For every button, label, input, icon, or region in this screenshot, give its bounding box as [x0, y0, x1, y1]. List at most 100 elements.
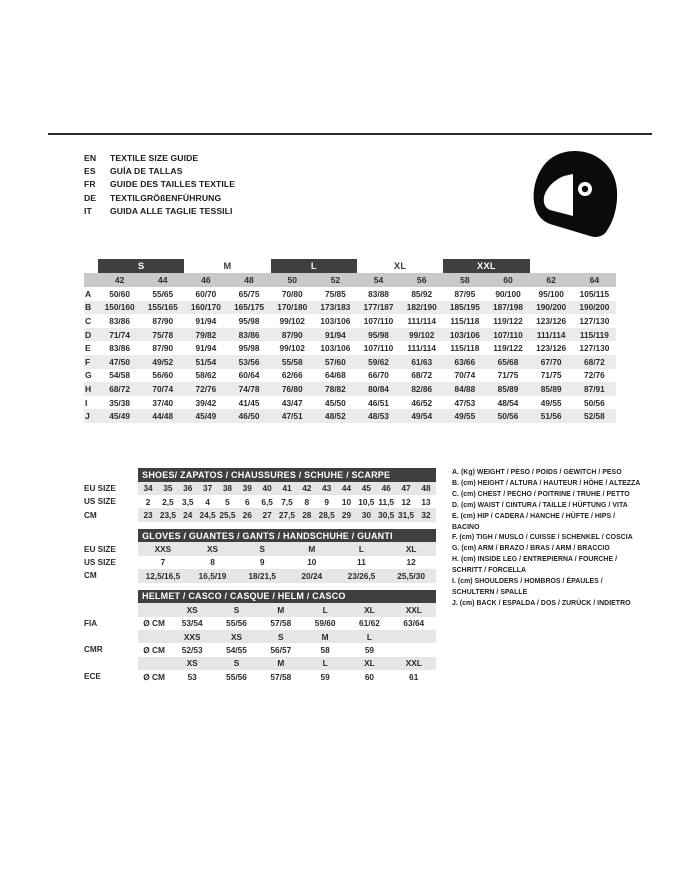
- numeric-size-58: 58: [443, 273, 487, 287]
- gloves-title-spacer: [84, 528, 139, 543]
- measure-cell: 74/78: [227, 382, 271, 396]
- gloves-cell: 25,5/30: [386, 569, 436, 583]
- shoes-cell: 32: [415, 508, 436, 522]
- size-band-row: S M L XL XXL: [84, 259, 616, 273]
- gloves-cell: 9: [237, 555, 287, 570]
- measure-cell: 187/198: [486, 300, 530, 315]
- shoes-cell: 11,5: [376, 494, 397, 509]
- measure-cell: 91/94: [195, 315, 217, 326]
- shoes-cell: 46: [376, 481, 397, 495]
- measure-cell: 48/53: [356, 409, 401, 423]
- measure-row-label-I: I: [85, 397, 88, 408]
- shoes-cell: 41: [277, 481, 297, 495]
- helmet-size-header-spacer: [84, 656, 139, 671]
- measure-row-label-E: E: [85, 343, 91, 354]
- measure-cell: 160/170: [184, 300, 228, 315]
- measure-cell: 95/98: [238, 315, 260, 326]
- gloves-cell: S: [237, 542, 287, 556]
- helmet-value-cell: 54/55: [214, 643, 259, 657]
- shoes-cell: 29: [336, 508, 357, 522]
- gloves-table: GLOVES / GUANTES / GANTS / HANDSCHUHE / …: [84, 528, 436, 583]
- helmet-value-cell: 61/62: [347, 616, 392, 630]
- measure-cell: 185/195: [443, 300, 487, 315]
- measure-row-label-C: C: [85, 315, 92, 326]
- helmet-value-cell: 59: [302, 670, 348, 684]
- measure-cell: 91/94: [313, 327, 357, 342]
- measure-cell: 107/110: [486, 327, 530, 342]
- helmet-title-row: HELMET / CASCO / CASQUE / HELM / CASCO: [84, 589, 436, 604]
- language-row: ES GUÍA DE TALLAS: [84, 165, 414, 178]
- measure-cell: 72/76: [184, 382, 228, 396]
- shoes-cell: 9: [316, 494, 337, 509]
- shoes-cell: 6,5: [257, 494, 278, 509]
- measure-cell: 150/160: [98, 300, 142, 315]
- shoes-cell: 8: [296, 494, 317, 509]
- shoes-cell: 40: [257, 481, 278, 495]
- shoes-cell: 25,5: [217, 508, 238, 522]
- measure-cell: 83/86: [109, 315, 130, 326]
- measure-cell: 71/75: [497, 370, 519, 381]
- measurement-legend: A. (Kg) WEIGHT / PESO / POIDS / GEWITCH …: [452, 468, 642, 610]
- helmet-size-header-cell: M: [258, 603, 303, 617]
- table-row: F 47/50 49/52 51/54 53/56 55/58 57/60 59/62 61/6…: [84, 354, 616, 369]
- shoes-cell: 42: [296, 481, 317, 495]
- measure-cell: 177/187: [356, 300, 401, 315]
- measure-cell: 70/74: [454, 370, 476, 381]
- measure-cell: 70/80: [281, 288, 303, 299]
- measure-cell: 58/62: [195, 370, 217, 381]
- measure-row-label-J: J: [84, 409, 99, 423]
- helmet-size-header-cell: XXL: [391, 656, 436, 671]
- measure-cell: 46/51: [368, 397, 389, 408]
- title-language-block: EN TEXTILE SIZE GUIDE ES GUÍA DE TALLAS …: [84, 152, 414, 218]
- legend-item: B. (cm) HEIGHT / ALTURA / HAUTEUR / HÖHE…: [452, 479, 641, 487]
- measure-cell: 155/165: [141, 300, 185, 315]
- numeric-size-48: 48: [227, 273, 271, 287]
- numeric-size-64: 64: [572, 273, 616, 287]
- gloves-cell: 7: [138, 555, 188, 570]
- measure-cell: 70/74: [141, 382, 185, 396]
- measure-cell: 48/54: [497, 397, 519, 408]
- measure-cell: 190/200: [529, 300, 573, 315]
- measure-cell: 119/122: [493, 315, 523, 326]
- shoes-cell: 45: [356, 481, 377, 495]
- measure-cell: 49/55: [540, 397, 562, 408]
- shoes-cell: 5: [217, 494, 238, 509]
- measure-cell: 66/70: [368, 370, 389, 381]
- shoes-cell: 30: [356, 508, 377, 522]
- measure-cell: 182/190: [400, 300, 444, 315]
- helmet-size-header-cell: L: [302, 603, 348, 617]
- measure-cell: 64/68: [325, 370, 346, 381]
- helmet-size-header-cell: S: [214, 656, 259, 671]
- measure-cell: 99/102: [279, 315, 305, 326]
- helmet-value-cell: 53/54: [170, 616, 215, 630]
- language-code: IT: [84, 205, 92, 216]
- legend-item: A. (Kg) WEIGHT / PESO / POIDS / GEWITCH …: [452, 469, 622, 476]
- helmet-size-header-cell: XS: [170, 603, 215, 617]
- numeric-size-header-row: 42 44 46 48 50 52 54 56 58 60 62 64: [84, 273, 616, 287]
- measure-cell: 50/60: [109, 288, 130, 299]
- language-code: FR: [84, 179, 96, 190]
- helmet-unit-label: Ø CM: [138, 643, 171, 657]
- helmet-standard-label-cmr: CMR: [84, 643, 139, 657]
- measure-cell: 87/90: [270, 327, 314, 342]
- size-band-empty: [84, 259, 98, 273]
- measure-cell: 115/118: [450, 343, 480, 354]
- measure-cell: 95/100: [538, 288, 564, 299]
- measure-cell: 71/75: [540, 370, 562, 381]
- numeric-size-44: 44: [141, 273, 185, 287]
- gloves-cell: 10: [286, 555, 337, 570]
- measure-cell: 95/98: [356, 327, 401, 342]
- measure-cell: 123/126: [536, 343, 567, 354]
- measure-cell: 111/114: [407, 315, 437, 326]
- measure-row-label-F: F: [84, 354, 99, 369]
- measure-cell: 90/100: [495, 288, 521, 299]
- gloves-cell: XL: [386, 542, 436, 556]
- helmet-size-header-cell: XL: [347, 603, 392, 617]
- measure-cell: 85/89: [529, 382, 573, 396]
- measure-cell: 45/49: [184, 409, 228, 423]
- helmet-size-header-cell: XS: [170, 656, 215, 671]
- shoes-title-row: SHOES/ ZAPATOS / CHAUSSURES / SCHUHE / S…: [84, 468, 436, 482]
- helmet-size-header-spacer: [84, 603, 139, 617]
- measure-cell: 49/52: [141, 354, 185, 369]
- shoes-cell: 10: [336, 494, 357, 509]
